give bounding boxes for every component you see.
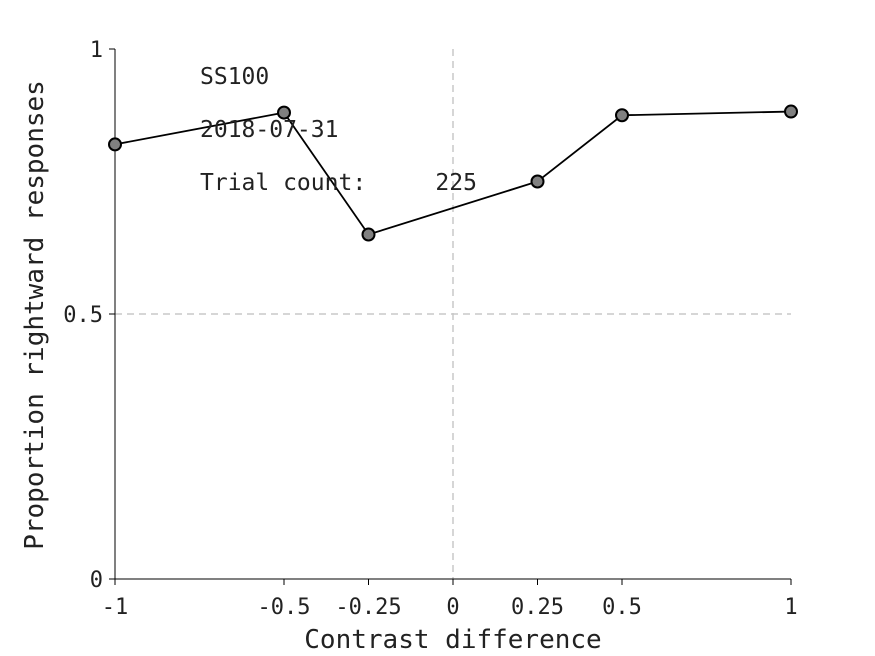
session-date: 2018-07-31 [200,117,338,143]
x-tick-label: -0.5 [258,595,311,620]
y-tick-label: 1 [90,38,103,63]
x-axis-label: Contrast difference [304,625,601,655]
x-tick-label: 0.5 [602,595,642,620]
annotations: SS100 2018-07-31 Trial count: 225 [200,64,477,196]
x-tick-label: 0 [446,595,459,620]
x-tick-label: 0.25 [511,595,564,620]
data-point [108,137,122,152]
data-point [530,174,545,189]
data-point [361,227,376,242]
data-point [784,104,798,119]
trial-count: Trial count: 225 [200,170,477,196]
y-axis-label: Proportion rightward responses [20,80,50,550]
data-point [615,108,629,123]
x-tick-label: 1 [784,595,797,620]
data-point [277,105,291,120]
series-line [114,110,792,236]
reference-lines [115,49,791,579]
x-tick-label: -1 [102,595,129,620]
y-tick-label: 0.5 [63,303,103,328]
ticks: -1 -0.5 -0.25 0 0.25 0.5 1 0 0.5 1 [63,38,797,620]
y-tick-label: 0 [90,568,103,593]
x-tick-label: -0.25 [335,595,401,620]
subject-label: SS100 [200,64,269,90]
data-series [108,104,798,242]
